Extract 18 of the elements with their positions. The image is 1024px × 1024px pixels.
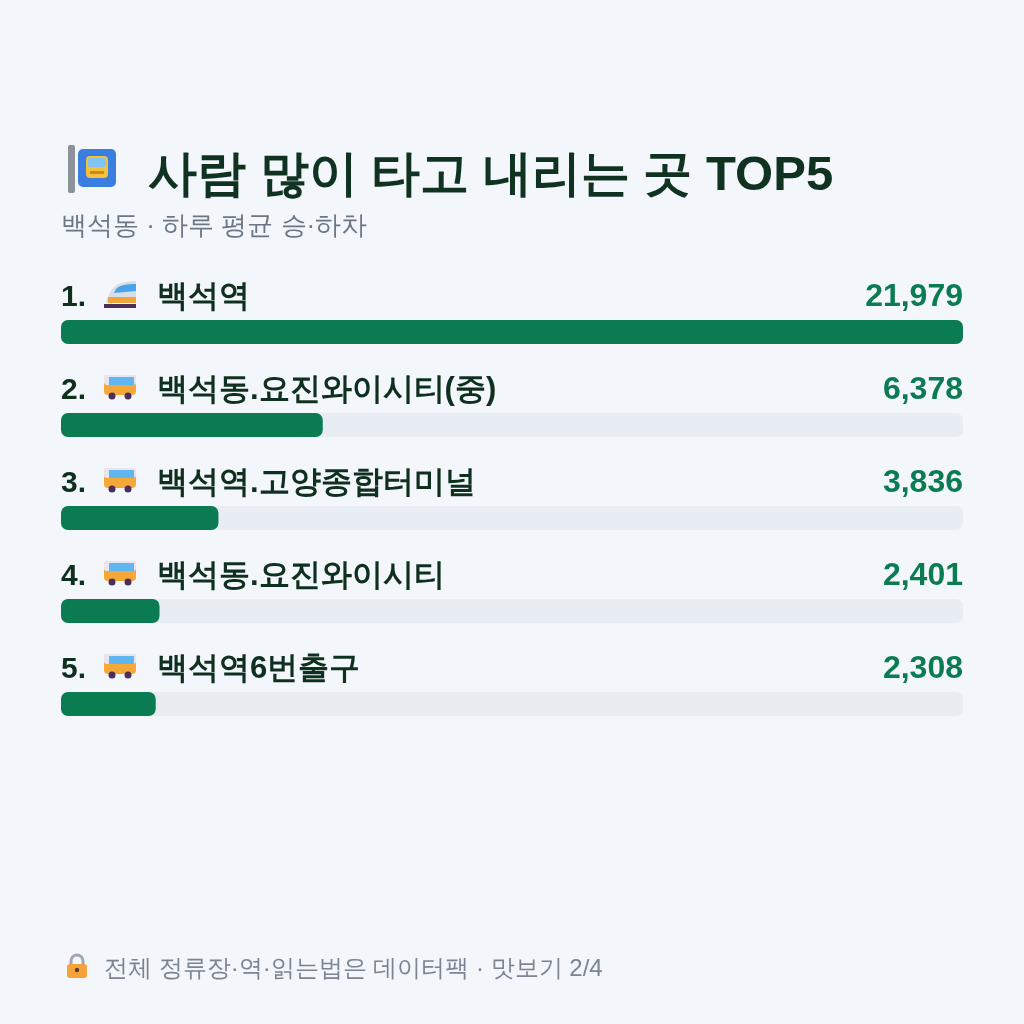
value-label: 2,401 (882, 556, 963, 592)
rank-label: 1. (61, 279, 87, 312)
value-label: 3,836 (882, 463, 963, 499)
category-label: 백석역.고양종합터미널 (157, 464, 476, 499)
value-label: 6,378 (882, 370, 963, 406)
rank-label: 5. (61, 651, 87, 684)
category-label: 백석동.요진와이시티(중) (157, 371, 497, 406)
category-label: 백석동.요진와이시티 (157, 557, 445, 592)
annotation: 전체 정류장·역·읽는법은 데이터팩 · 맛보기 2/4 (104, 954, 603, 981)
rank-label: 3. (61, 465, 87, 498)
category-label: 백석역 (157, 278, 250, 313)
value-label: 21,979 (865, 277, 963, 313)
rank-label: 4. (61, 558, 87, 591)
category-label: 백석역6번출구 (157, 650, 361, 685)
rank-label: 2. (61, 372, 87, 405)
title: 사람 많이 타고 내리는 곳 TOP5 (148, 146, 834, 200)
subtitle: 백석동 · 하루 평균 승·하차 (61, 210, 368, 240)
value-label: 2,308 (882, 649, 963, 685)
